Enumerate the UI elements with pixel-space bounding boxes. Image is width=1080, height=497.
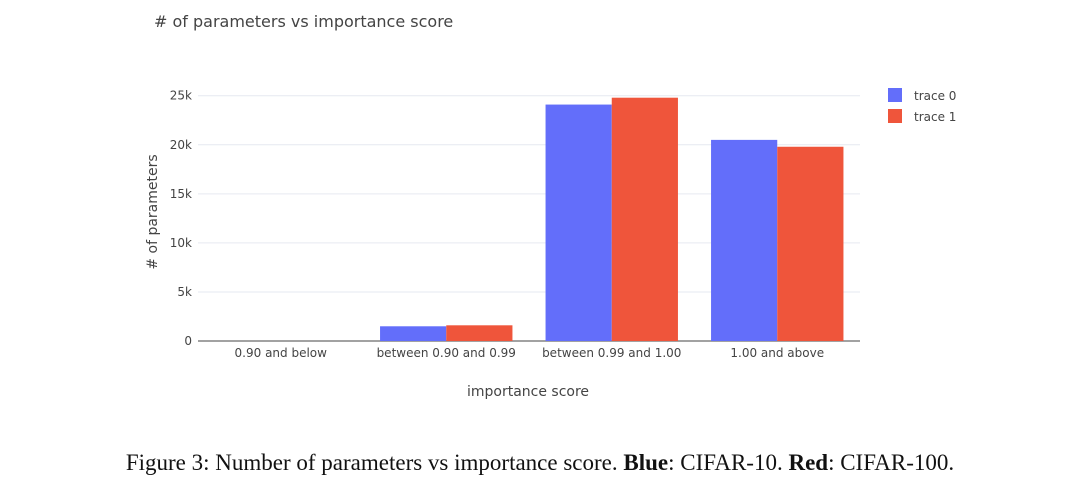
y-tick-label: 25k (170, 89, 192, 103)
legend-label: trace 1 (914, 110, 956, 124)
bar-chart: # of parameters vs importance score 0 5k 1… (145, 12, 956, 400)
bar-layer (380, 97, 844, 342)
caption-prefix: Figure 3: Number of parameters vs import… (125, 450, 624, 475)
y-tick-label: 5k (177, 285, 192, 299)
legend-swatch (888, 88, 902, 102)
caption-red-label: Red (788, 450, 829, 475)
bar-trace-1-3 (777, 146, 844, 341)
x-tick-label: 1.00 and above (730, 346, 824, 360)
y-tick-label: 15k (170, 187, 192, 201)
x-tick-label: 0.90 and below (235, 346, 328, 360)
bar-trace-1-1 (446, 325, 513, 341)
caption-blue-label: Blue (623, 450, 669, 475)
y-axis-title: # of parameters (145, 154, 161, 269)
x-tick-label: between 0.90 and 0.99 (377, 346, 516, 360)
x-axis-title: importance score (467, 384, 589, 400)
y-tick-labels: 0 5k 10k 15k 20k 25k (170, 89, 192, 348)
y-tick-label: 0 (184, 334, 192, 348)
caption-blue-text: : CIFAR-10. (668, 450, 789, 475)
y-tick-label: 10k (170, 236, 192, 250)
legend: trace 0 trace 1 (888, 88, 956, 124)
legend-label: trace 0 (914, 89, 956, 103)
bar-trace-0-1 (380, 326, 447, 341)
x-tick-label: between 0.99 and 1.00 (542, 346, 681, 360)
bar-trace-0-3 (711, 139, 778, 341)
bar-trace-1-2 (611, 97, 678, 342)
legend-swatch (888, 109, 902, 123)
caption-red-text: : CIFAR-100. (828, 450, 955, 475)
chart-title: # of parameters vs importance score (154, 12, 453, 31)
x-tick-labels: 0.90 and below between 0.90 and 0.99 betwe… (235, 346, 825, 360)
bar-trace-0-2 (545, 104, 612, 341)
y-tick-label: 20k (170, 138, 192, 152)
figure-caption: Figure 3: Number of parameters vs import… (0, 450, 1080, 476)
